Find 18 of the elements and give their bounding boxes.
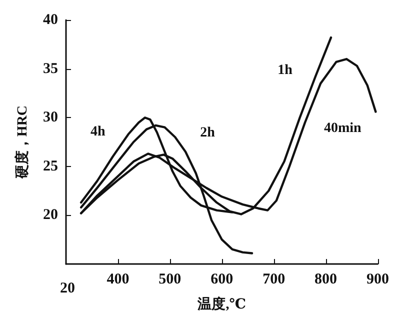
x-axis-title: 温度,℃ (196, 296, 246, 312)
x-tick-label: 800 (314, 272, 338, 288)
text: 20 (60, 280, 75, 296)
series-label: 40min (324, 120, 362, 136)
x-tick-label: 400 (106, 272, 130, 288)
series-label: 1h (278, 63, 293, 78)
x-tick-label: 700 (262, 272, 286, 288)
y-tick-label: 25 (43, 158, 58, 174)
y-tick-label: 40 (43, 12, 58, 28)
x-tick-label: 500 (158, 272, 182, 288)
series-label: 2h (200, 126, 216, 141)
series-label: 4h (90, 124, 106, 140)
y-tick-label: 30 (43, 110, 58, 126)
y-tick-label: 35 (43, 60, 58, 77)
y-axis-title: 硬度，HRC (14, 105, 30, 180)
x-tick-label: 900 (366, 272, 389, 288)
x-tick-label: 600 (210, 272, 234, 288)
y-tick-label: 20 (43, 207, 58, 224)
